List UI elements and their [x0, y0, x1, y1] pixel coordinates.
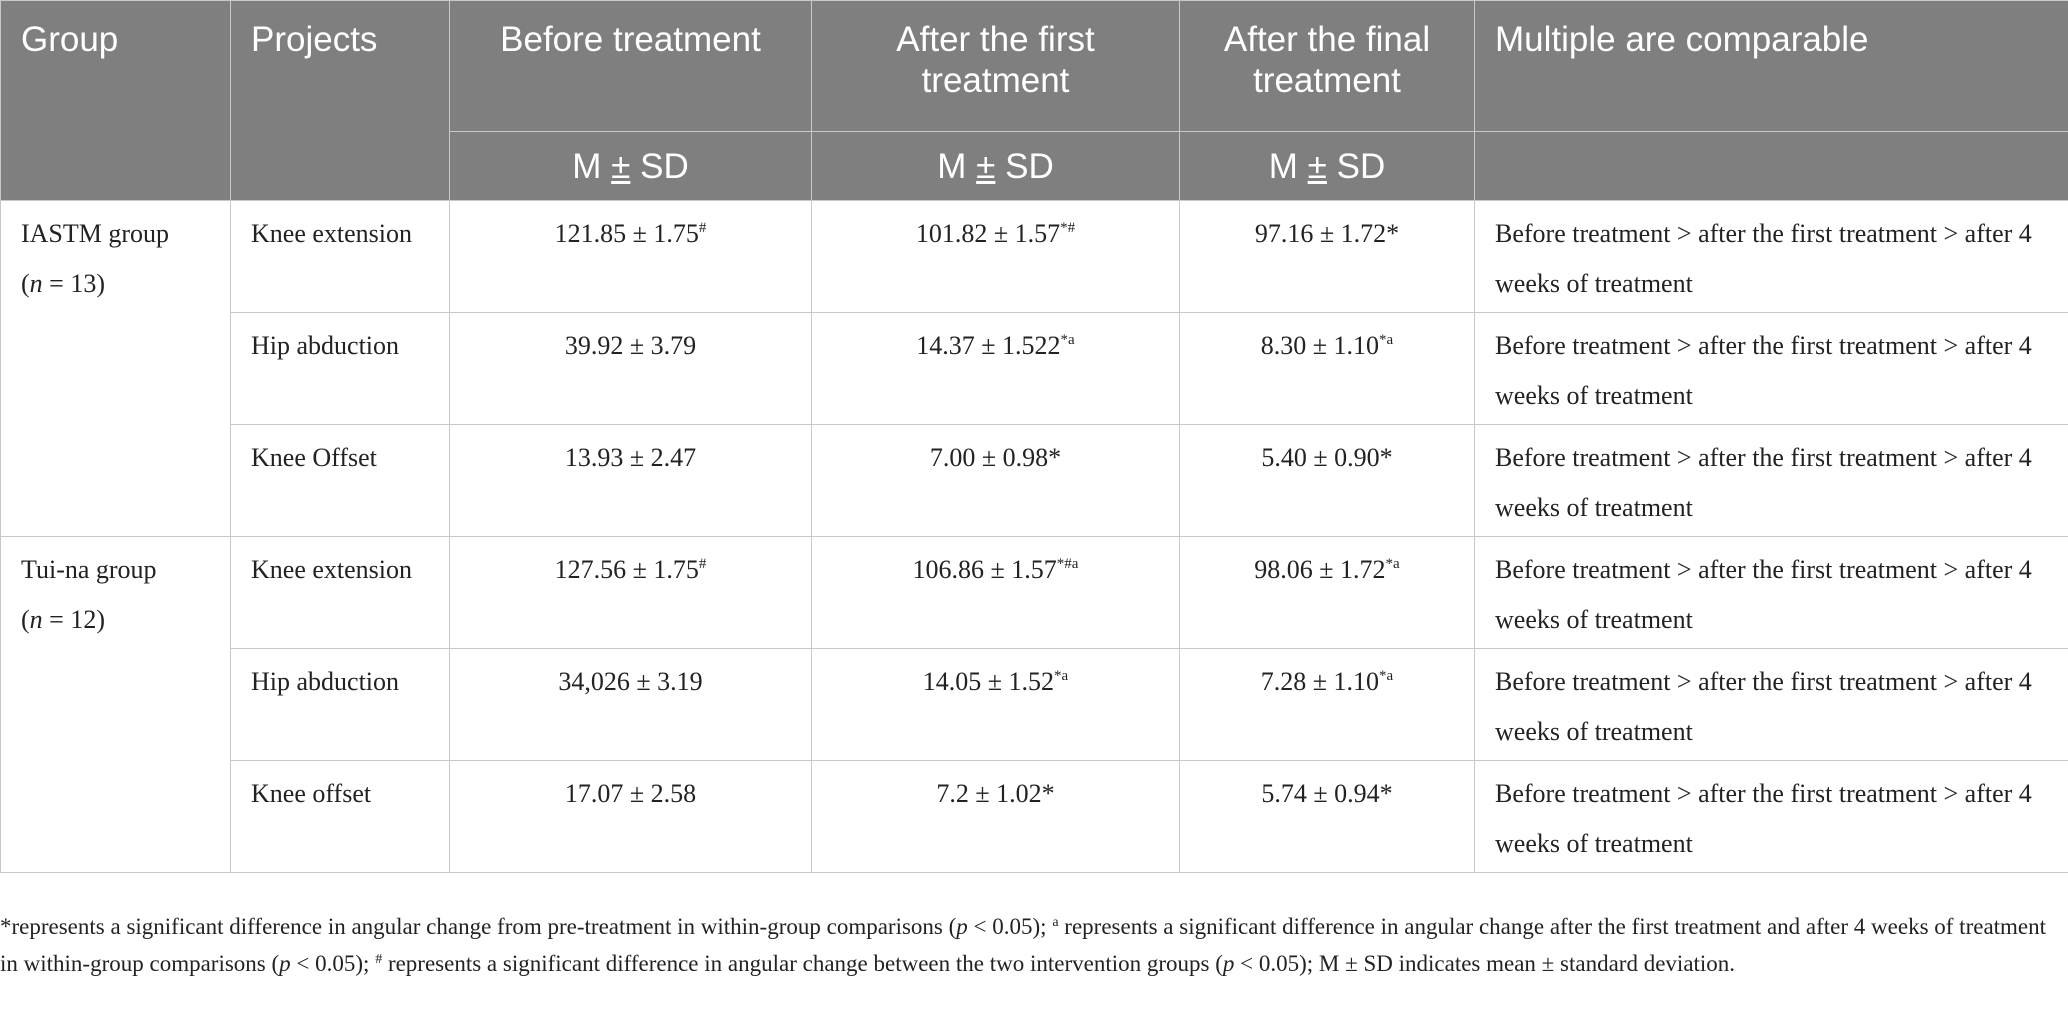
table-row: Hip abduction 39.92 ± 3.79 14.37 ± 1.522… — [1, 312, 2068, 425]
comparable-cell: Before treatment > after the first treat… — [1474, 536, 2068, 649]
table-footnote: *represents a significant difference in … — [0, 914, 2047, 976]
subheader-empty — [1474, 131, 2068, 201]
header-after-first-treatment: After the first treatment — [811, 0, 1180, 132]
header-projects: Projects — [230, 0, 450, 201]
header-multiple-comparable: Multiple are comparable — [1474, 0, 2068, 132]
before-cell: 121.85 ± 1.75# — [449, 200, 812, 313]
before-cell: 13.93 ± 2.47 — [449, 424, 812, 537]
subheader-msd-after-final: M ± SD — [1179, 131, 1475, 201]
table-row: Knee Offset 13.93 ± 2.47 7.00 ± 0.98* 5.… — [1, 424, 2068, 537]
after-final-cell: 5.74 ± 0.94* — [1179, 760, 1475, 873]
comparable-cell: Before treatment > after the first treat… — [1474, 312, 2068, 425]
project-cell: Knee Offset — [230, 424, 450, 537]
subheader-row: M ± SD M ± SD M ± SD — [1, 131, 2068, 201]
comparable-cell: Before treatment > after the first treat… — [1474, 760, 2068, 873]
comparable-cell: Before treatment > after the first treat… — [1474, 424, 2068, 537]
table-row: Knee offset 17.07 ± 2.58 7.2 ± 1.02* 5.7… — [1, 760, 2068, 873]
after-first-cell: 106.86 ± 1.57*#a — [811, 536, 1180, 649]
project-cell: Hip abduction — [230, 312, 450, 425]
comparable-cell: Before treatment > after the first treat… — [1474, 648, 2068, 761]
comparable-cell: Before treatment > after the first treat… — [1474, 200, 2068, 313]
header-before-treatment: Before treatment — [449, 0, 812, 132]
header-after-final-treatment: After the final treatment — [1179, 0, 1475, 132]
after-final-cell: 8.30 ± 1.10*a — [1179, 312, 1475, 425]
before-cell: 39.92 ± 3.79 — [449, 312, 812, 425]
project-cell: Hip abduction — [230, 648, 450, 761]
after-final-cell: 5.40 ± 0.90* — [1179, 424, 1475, 537]
after-first-cell: 101.82 ± 1.57*# — [811, 200, 1180, 313]
before-cell: 127.56 ± 1.75# — [449, 536, 812, 649]
header-row: Group Projects Before treatment After th… — [0, 0, 2068, 201]
table-row: Hip abduction 34,026 ± 3.19 14.05 ± 1.52… — [1, 648, 2068, 761]
after-first-cell: 14.37 ± 1.522*a — [811, 312, 1180, 425]
after-final-cell: 97.16 ± 1.72* — [1179, 200, 1475, 313]
subheader-msd-after-first: M ± SD — [811, 131, 1180, 201]
table-row: Tui-na group (n = 12) Knee extension 127.… — [0, 536, 2068, 873]
header-group: Group — [0, 0, 231, 201]
after-final-cell: 7.28 ± 1.10*a — [1179, 648, 1475, 761]
table-row: IASTM group (n = 13) Knee extension 121.8… — [0, 200, 2068, 537]
results-table: Group Projects Before treatment After th… — [0, 0, 2068, 873]
project-cell: Knee offset — [230, 760, 450, 873]
group-cell-tuina: Tui-na group (n = 12) — [0, 536, 231, 873]
after-first-cell: 7.00 ± 0.98* — [811, 424, 1180, 537]
subheader-msd-before: M ± SD — [449, 131, 812, 201]
project-cell: Knee extension — [230, 536, 450, 649]
after-final-cell: 98.06 ± 1.72*a — [1179, 536, 1475, 649]
before-cell: 34,026 ± 3.19 — [449, 648, 812, 761]
before-cell: 17.07 ± 2.58 — [449, 760, 812, 873]
group-cell-iastm: IASTM group (n = 13) — [0, 200, 231, 537]
after-first-cell: 7.2 ± 1.02* — [811, 760, 1180, 873]
after-first-cell: 14.05 ± 1.52*a — [811, 648, 1180, 761]
project-cell: Knee extension — [230, 200, 450, 313]
